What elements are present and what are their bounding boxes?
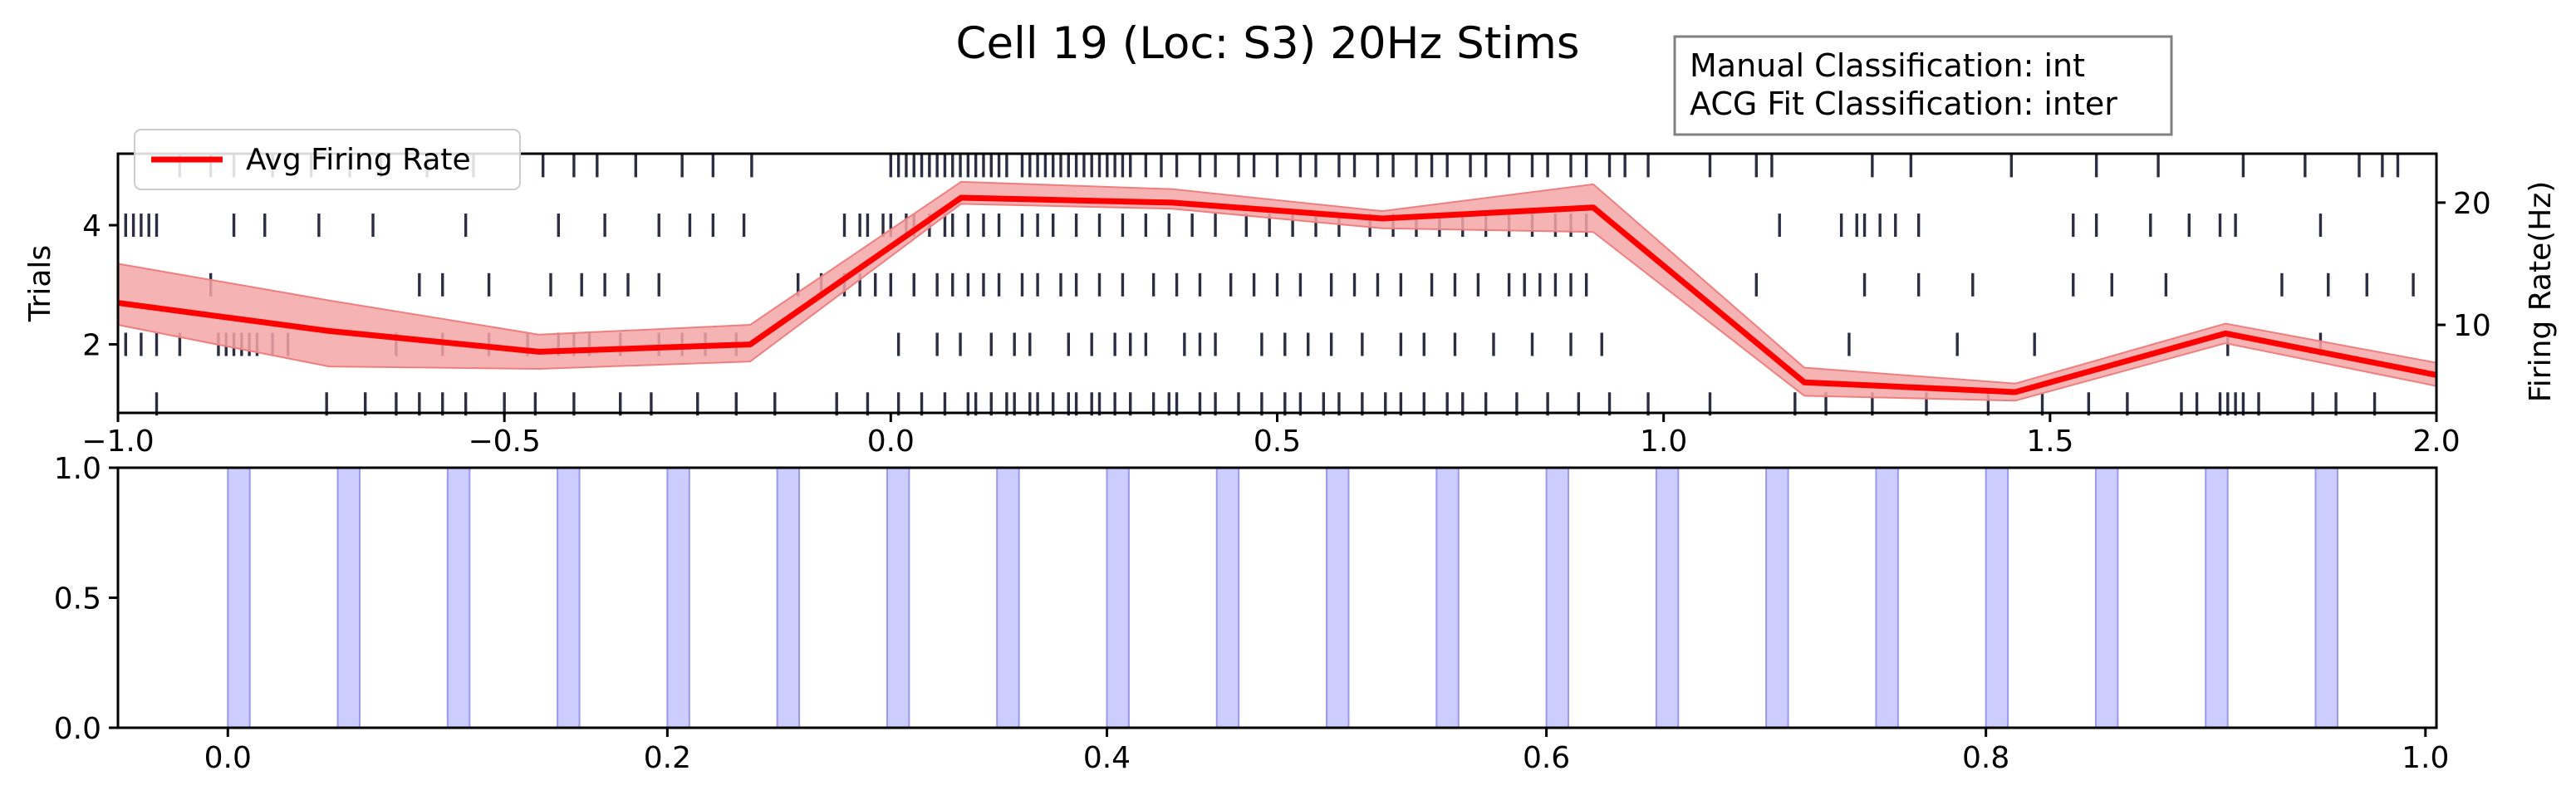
stimulus-bar: [1545, 467, 1570, 729]
stimulus-bar: [1326, 467, 1350, 729]
stimulus-bars: [227, 467, 2338, 729]
y-tick-label: 0.5: [54, 582, 101, 616]
y-tick-label: 0.0: [54, 712, 101, 746]
legend-label: Avg Firing Rate: [246, 143, 471, 177]
x-tick-label: 0.0: [867, 425, 915, 459]
x-tick-label: 0.4: [1083, 741, 1131, 775]
stimulus-bar: [446, 467, 471, 729]
x-tick-label: 0.5: [1254, 425, 1301, 459]
stimulus-panel: 0.0 0.2 0.4 0.6 0.8 1.0 0.0 0.5 1.0: [54, 452, 2450, 775]
stimulus-bar: [1106, 467, 1130, 729]
stimulus-bar: [666, 467, 690, 729]
raster-x-ticks: −1.0 −0.5 0.0 0.5 1.0 1.5 2.0: [81, 413, 2461, 459]
x-tick-label: 1.0: [2402, 741, 2449, 775]
x-tick-label: 1.0: [1640, 425, 1687, 459]
firing-rate-line: [117, 194, 2437, 395]
stimulus-y-ticks: 0.0 0.5 1.0: [54, 452, 118, 746]
firing-rate-axis-label: Firing Rate(Hz): [2524, 181, 2558, 403]
y-right-tick-label: 20: [2453, 187, 2491, 221]
y-tick-label: 4: [82, 209, 101, 243]
stimulus-bar: [886, 467, 910, 729]
x-tick-label: 0.2: [644, 741, 691, 775]
x-tick-label: 0.0: [204, 741, 252, 775]
stimulus-bar: [1435, 467, 1460, 729]
x-tick-label: 0.6: [1523, 741, 1570, 775]
legend: Avg Firing Rate: [134, 129, 521, 190]
stimulus-bar: [1985, 467, 2009, 729]
stimulus-bar: [2094, 467, 2119, 729]
y-tick-label: 2: [82, 329, 101, 363]
stimulus-bar: [2205, 467, 2229, 729]
stimulus-bar: [776, 467, 801, 729]
x-tick-label: 2.0: [2412, 425, 2460, 459]
raster-y-ticks: 24: [82, 209, 118, 363]
x-tick-label: 0.8: [1962, 741, 2009, 775]
stimulus-x-ticks: 0.0 0.2 0.4 0.6 0.8 1.0: [204, 728, 2449, 775]
acg-classification-text: ACG Fit Classification: inter: [1690, 86, 2117, 122]
chart-title: Cell 19 (Loc: S3) 20Hz Stims: [956, 18, 1580, 69]
y-right-tick-label: 10: [2453, 309, 2491, 343]
x-tick-label: 1.5: [2026, 425, 2073, 459]
manual-classification-text: Manual Classification: int: [1690, 47, 2085, 84]
trials-axis-label: Trials: [23, 245, 57, 322]
stimulus-bar: [1215, 467, 1240, 729]
stimulus-bar: [1875, 467, 1899, 729]
y-tick-label: 1.0: [54, 452, 101, 486]
stimulus-bar: [1655, 467, 1680, 729]
stimulus-bar: [1765, 467, 1789, 729]
stimulus-bar: [227, 467, 251, 729]
stimulus-bar: [336, 467, 361, 729]
x-tick-label: −0.5: [468, 425, 540, 459]
spike-raster: [124, 154, 2415, 416]
classification-box: Manual Classification: int ACG Fit Class…: [1673, 35, 2173, 136]
stimulus-bar: [996, 467, 1020, 729]
stimulus-bar: [557, 467, 581, 729]
stimulus-bar: [2314, 467, 2338, 729]
rate-y-ticks: 10 20: [2436, 187, 2491, 343]
x-tick-label: −1.0: [81, 425, 154, 459]
